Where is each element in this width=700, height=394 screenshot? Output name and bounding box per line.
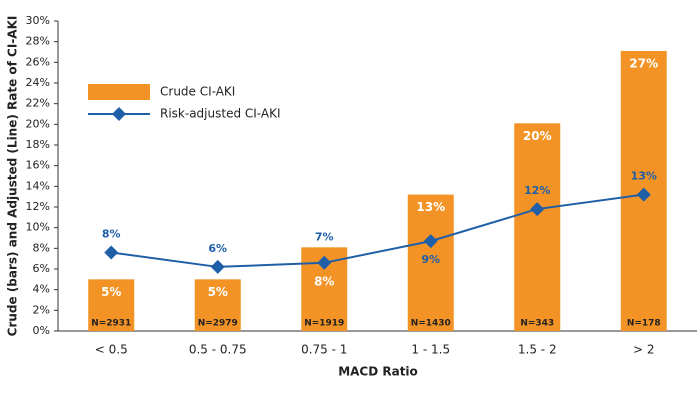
- n-label: N=178: [627, 319, 661, 329]
- x-tick-label: 1 - 1.5: [411, 343, 450, 357]
- line-value-label: 9%: [421, 253, 440, 266]
- y-tick-label: 4%: [33, 283, 50, 296]
- line-value-label: 6%: [208, 242, 227, 255]
- y-tick-label: 14%: [26, 179, 50, 192]
- bar: [88, 279, 135, 331]
- x-tick-label: 1.5 - 2: [518, 343, 557, 357]
- bar: [407, 194, 454, 331]
- bar-value-label: 27%: [629, 56, 658, 70]
- y-tick-label: 2%: [33, 303, 50, 316]
- y-tick-label: 12%: [26, 200, 50, 213]
- bar-value-label: 8%: [314, 274, 334, 288]
- bar: [514, 123, 561, 331]
- y-axis-title: Crude (bars) and Adjusted (Line) Rate of…: [6, 16, 20, 337]
- y-tick-label: 20%: [26, 117, 50, 130]
- x-tick-label: 0.5 - 0.75: [189, 343, 247, 357]
- x-tick-label: < 0.5: [95, 343, 128, 357]
- legend-label: Crude CI-AKI: [160, 85, 235, 99]
- legend-label: Risk-adjusted CI-AKI: [160, 107, 281, 121]
- y-tick-label: 10%: [26, 221, 50, 234]
- legend-swatch: [88, 84, 150, 100]
- x-tick-label: 0.75 - 1: [301, 343, 347, 357]
- y-tick-label: 22%: [26, 97, 50, 110]
- line-value-label: 8%: [102, 227, 121, 240]
- bar-value-label: 13%: [416, 200, 445, 214]
- line-value-label: 7%: [315, 230, 334, 243]
- line-value-label: 13%: [631, 170, 657, 183]
- bar-value-label: 5%: [101, 285, 121, 299]
- bar-value-label: 5%: [208, 285, 228, 299]
- y-tick-label: 24%: [26, 76, 50, 89]
- y-tick-label: 16%: [26, 159, 50, 172]
- x-tick-label: > 2: [633, 343, 655, 357]
- n-label: N=2931: [91, 319, 131, 329]
- y-tick-label: 18%: [26, 138, 50, 151]
- n-label: N=2979: [198, 319, 238, 329]
- line-value-label: 12%: [524, 184, 550, 197]
- y-tick-label: 28%: [26, 35, 50, 48]
- x-axis-title: MACD Ratio: [338, 365, 418, 379]
- y-tick-label: 26%: [26, 55, 50, 68]
- y-tick-label: 8%: [33, 241, 50, 254]
- line-marker: [530, 202, 545, 217]
- bar-value-label: 20%: [523, 129, 552, 143]
- y-tick-label: 0%: [33, 324, 50, 337]
- line-marker: [423, 234, 438, 249]
- line-marker: [317, 255, 332, 270]
- n-label: N=343: [520, 319, 554, 329]
- y-tick-label: 6%: [33, 262, 50, 275]
- line-marker: [104, 245, 119, 260]
- n-label: N=1430: [411, 319, 451, 329]
- line-marker: [210, 259, 225, 274]
- bar: [194, 279, 241, 331]
- n-label: N=1919: [304, 319, 344, 329]
- line: [111, 193, 644, 268]
- y-tick-label: 30%: [26, 14, 50, 27]
- line-marker: [636, 187, 651, 202]
- legend-marker: [112, 107, 126, 121]
